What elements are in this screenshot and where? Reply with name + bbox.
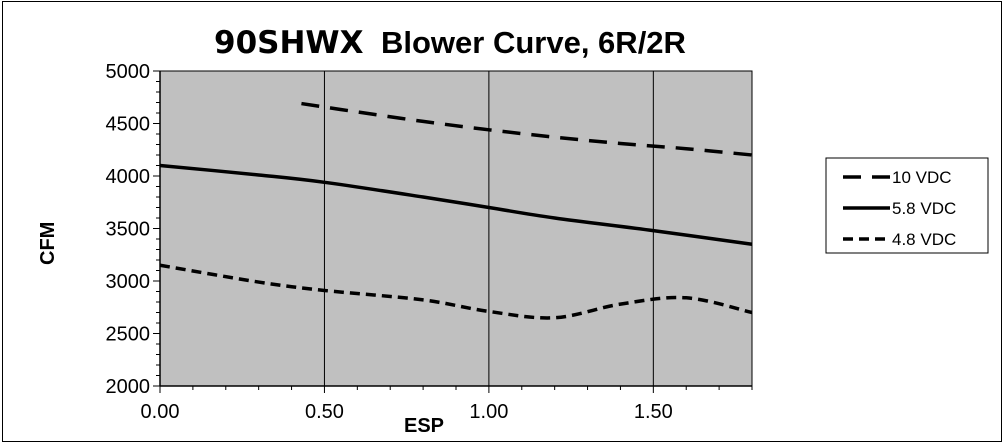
- y-tick-label: 5000: [106, 61, 151, 83]
- series-line-10-vdc: [301, 101, 753, 157]
- series-group: [159, 101, 753, 320]
- x-tick-label: 1.50: [634, 401, 673, 423]
- y-tick-label: 4500: [106, 114, 151, 136]
- x-tick-label: 0.00: [141, 401, 180, 423]
- series-line-5-8-vdc: [159, 163, 753, 246]
- y-tick-label: 3000: [106, 271, 151, 293]
- plot-area: [159, 70, 753, 387]
- y-tick-label: 4000: [106, 166, 151, 188]
- series-line-4-8-vdc: [159, 263, 753, 320]
- gridlines: [323, 71, 654, 386]
- legend-label-10-vdc: 10 VDC: [892, 168, 952, 187]
- y-tick-labels: 2000 2500 3000 3500 4000 4500 5000: [106, 61, 151, 398]
- y-tick-label: 2000: [106, 376, 151, 398]
- axes: [153, 70, 753, 393]
- legend-box: [825, 157, 989, 254]
- legend: 10 VDC 5.8 VDC 4.8 VDC: [825, 157, 989, 254]
- legend-label-4-8-vdc: 4.8 VDC: [892, 230, 956, 249]
- x-axis-label: ESP: [404, 415, 444, 437]
- x-tick-label: 0.50: [305, 401, 344, 423]
- x-tick-label: 1.00: [469, 401, 508, 423]
- y-tick-label: 2500: [106, 324, 151, 346]
- y-axis-label: CFM: [37, 222, 59, 265]
- x-tick-labels: 0.00 0.50 1.00 1.50: [141, 401, 673, 423]
- y-tick-label: 3500: [106, 219, 151, 241]
- chart-title: Blower Curve, 6R/2R: [381, 25, 686, 60]
- chart-title-model: 90SHWX: [214, 25, 364, 61]
- legend-label-5-8-vdc: 5.8 VDC: [892, 199, 956, 218]
